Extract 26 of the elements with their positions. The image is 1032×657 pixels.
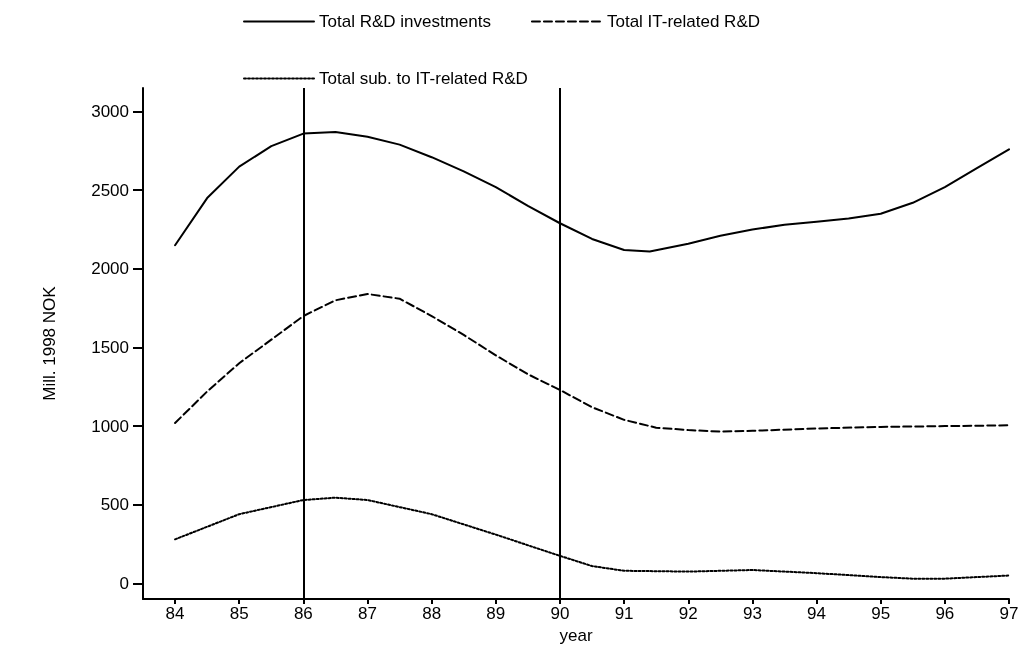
x-tick-label: 93 <box>742 604 762 624</box>
x-tick-label: 90 <box>550 604 570 624</box>
x-tick-label: 95 <box>871 604 891 624</box>
x-tick-label: 86 <box>293 604 313 624</box>
x-tick-label: 91 <box>614 604 634 624</box>
x-tick-label: 96 <box>935 604 955 624</box>
x-tick-label: 84 <box>165 604 185 624</box>
y-tick-label: 2500 <box>91 180 129 200</box>
legend-label: Total IT-related R&D <box>606 12 761 31</box>
x-tick-label: 88 <box>422 604 442 624</box>
x-tick-label: 92 <box>678 604 698 624</box>
y-tick-label: 2000 <box>91 259 129 279</box>
y-tick-label: 500 <box>100 495 129 515</box>
legend-label: Total R&D investments <box>319 12 491 31</box>
y-tick-label: 1000 <box>91 416 129 436</box>
x-tick-label: 94 <box>807 604 827 624</box>
x-tick-label: 85 <box>229 604 249 624</box>
x-tick-label: 97 <box>999 604 1019 624</box>
x-tick-label: 89 <box>486 604 506 624</box>
x-axis-title: year <box>559 626 593 645</box>
x-tick-label: 87 <box>358 604 377 624</box>
y-tick-label: 0 <box>119 573 129 593</box>
y-tick-label: 1500 <box>91 337 129 357</box>
y-tick-label: 3000 <box>91 102 129 122</box>
legend-label: Total sub. to IT-related R&D <box>319 69 528 88</box>
y-axis-title: Mill. 1998 NOK <box>40 285 59 401</box>
